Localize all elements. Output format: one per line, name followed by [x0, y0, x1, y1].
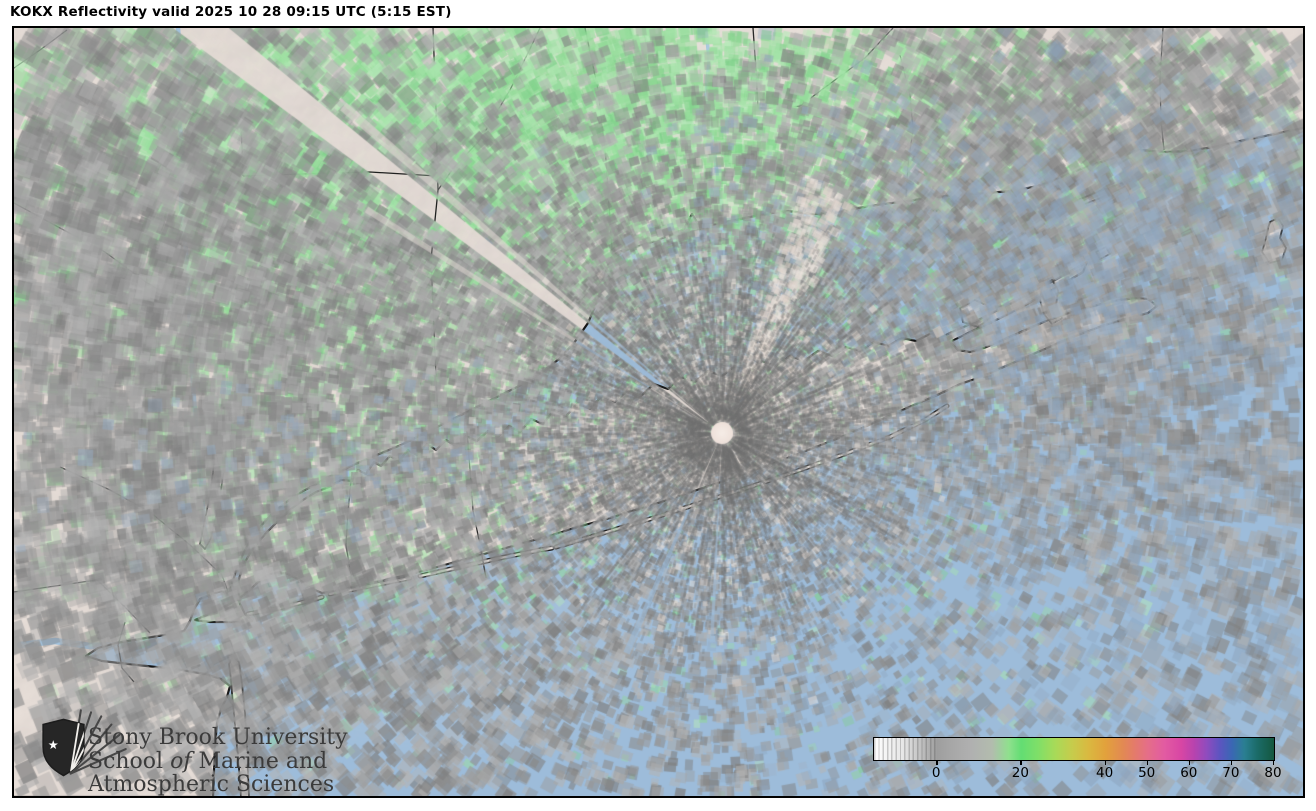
- colorbar-tick-label: 0: [931, 765, 941, 781]
- page-title: KOKX Reflectivity valid 2025 10 28 09:15…: [10, 4, 452, 20]
- colorbar-tick-label: 70: [1222, 765, 1240, 781]
- colorbar-tick: [1272, 760, 1275, 765]
- colorbar-tick: [1104, 760, 1106, 765]
- colorbar-tick: [936, 760, 938, 765]
- radar-map: ★ Stony Brook University School of Marin…: [12, 26, 1305, 798]
- colorbar-tick: [1188, 760, 1191, 765]
- colorbar-tick-label: 50: [1138, 765, 1156, 781]
- radar-echo-layer: [14, 28, 1303, 796]
- colorbar-tick-label: 80: [1264, 765, 1282, 781]
- colorbar-discrete-stripes: [874, 738, 938, 760]
- colorbar-tick: [1230, 760, 1233, 765]
- colorbar-tick: [1020, 760, 1022, 765]
- colorbar-tick-label: 40: [1095, 765, 1114, 781]
- colorbar-gradient: [873, 737, 1275, 761]
- colorbar-tick: [1146, 760, 1149, 765]
- reflectivity-colorbar: 0 20 40 50 60 70 80: [873, 737, 1282, 783]
- colorbar-tick-label: 20: [1011, 765, 1029, 781]
- colorbar-tick-label: 60: [1180, 765, 1198, 781]
